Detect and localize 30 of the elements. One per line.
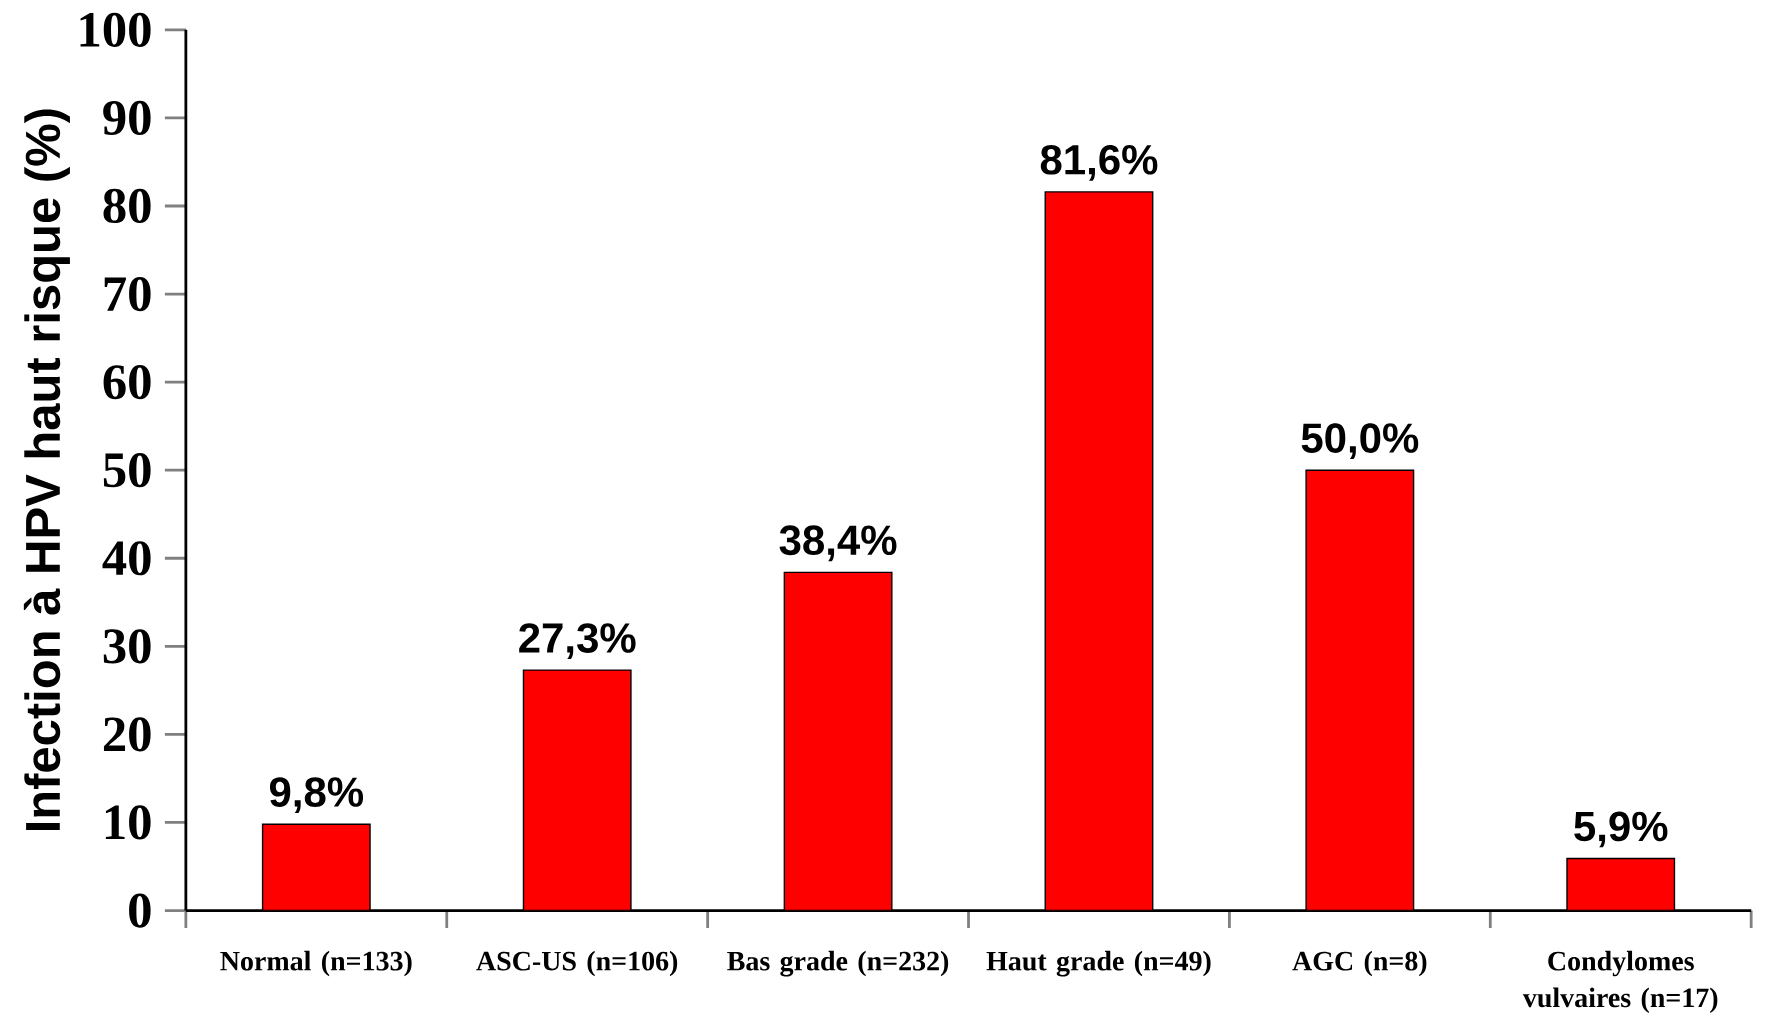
x-tick-label: ASC-US (n=106)	[476, 950, 678, 977]
data-label: 81,6%	[1040, 144, 1158, 181]
data-label: 38,4%	[779, 525, 897, 562]
y-tick-label: 40	[102, 541, 151, 576]
y-tick-label: 20	[103, 717, 151, 752]
y-tick-label: 90	[103, 100, 151, 136]
x-tick-label: Haut grade (n=49)	[986, 950, 1211, 977]
y-tick-label: 50	[103, 453, 151, 488]
y-tick-label: 30	[103, 629, 151, 664]
bar	[261, 823, 371, 911]
data-label: 27,3%	[519, 623, 636, 659]
x-tick-label: AGC (n=8)	[1292, 950, 1427, 977]
bar	[1044, 191, 1154, 911]
y-tick-label: 60	[103, 365, 151, 400]
data-label: 50,0%	[1301, 423, 1419, 459]
data-label: 9,8%	[269, 777, 364, 814]
bar	[1566, 857, 1676, 911]
bar	[783, 571, 893, 911]
y-tick-label: 10	[105, 805, 151, 840]
y-tick-label: 80	[103, 188, 151, 224]
y-tick-label: 100	[80, 12, 151, 47]
x-tick-label: Condylomes vulvaires (n=17)	[1522, 950, 1718, 1013]
y-axis-title: Infection à HPV haut risque (%)	[23, 109, 70, 831]
bar	[522, 669, 632, 911]
bar	[1305, 469, 1415, 911]
y-tick-label: 0	[129, 893, 151, 928]
data-label: 5,9%	[1574, 811, 1668, 848]
x-tick-label: Bas grade (n=232)	[727, 950, 949, 977]
x-tick-label: Normal (n=133)	[220, 950, 412, 977]
y-tick-label: 70	[104, 276, 151, 312]
